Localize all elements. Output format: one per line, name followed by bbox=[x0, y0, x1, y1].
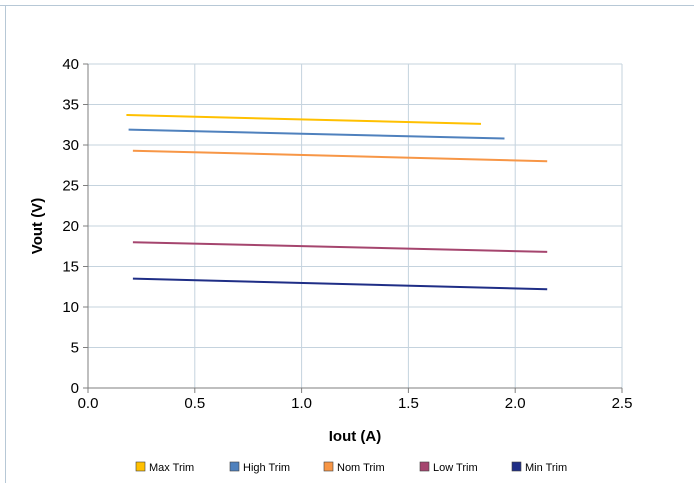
x-tick-label: 2.5 bbox=[612, 395, 633, 412]
legend-swatch bbox=[230, 462, 239, 471]
y-tick-label: 10 bbox=[62, 299, 79, 316]
legend-label: Min Trim bbox=[525, 462, 567, 474]
series-lines bbox=[126, 115, 547, 289]
legend-label: Max Trim bbox=[149, 462, 194, 474]
legend-swatch bbox=[512, 462, 521, 471]
series-line-high-trim bbox=[129, 130, 505, 139]
y-tick-label: 25 bbox=[62, 178, 79, 195]
y-axis-title: Vout (V) bbox=[29, 198, 46, 254]
y-tick-label: 30 bbox=[62, 137, 79, 154]
y-tick-label: 35 bbox=[62, 97, 79, 114]
legend-label: Low Trim bbox=[433, 462, 478, 474]
series-line-max-trim bbox=[126, 115, 481, 124]
y-tick-label: 40 bbox=[62, 56, 79, 73]
x-tick-label: 1.0 bbox=[291, 395, 312, 412]
x-tick-label: 0.0 bbox=[78, 395, 99, 412]
legend-swatch bbox=[324, 462, 333, 471]
axes bbox=[83, 64, 622, 393]
tick-labels: 0.0 0.5 1.0 1.5 2.0 2.5 0 5 10 15 20 25 30 35 40 bbox=[62, 56, 632, 412]
x-tick-label: 1.5 bbox=[398, 395, 419, 412]
legend-label: Nom Trim bbox=[337, 462, 385, 474]
legend-swatch bbox=[136, 462, 145, 471]
y-tick-label: 20 bbox=[62, 218, 79, 235]
y-tick-label: 5 bbox=[71, 340, 79, 357]
legend-swatch bbox=[420, 462, 429, 471]
x-axis-title: Iout (A) bbox=[329, 428, 381, 445]
y-tick-label: 15 bbox=[62, 259, 79, 276]
legend-label: High Trim bbox=[243, 462, 290, 474]
grid bbox=[88, 64, 622, 388]
x-tick-label: 0.5 bbox=[184, 395, 205, 412]
x-tick-label: 2.0 bbox=[505, 395, 526, 412]
y-tick-label: 0 bbox=[71, 380, 79, 397]
legend: Max Trim High Trim Nom Trim Low Trim Min Tri… bbox=[136, 462, 567, 474]
